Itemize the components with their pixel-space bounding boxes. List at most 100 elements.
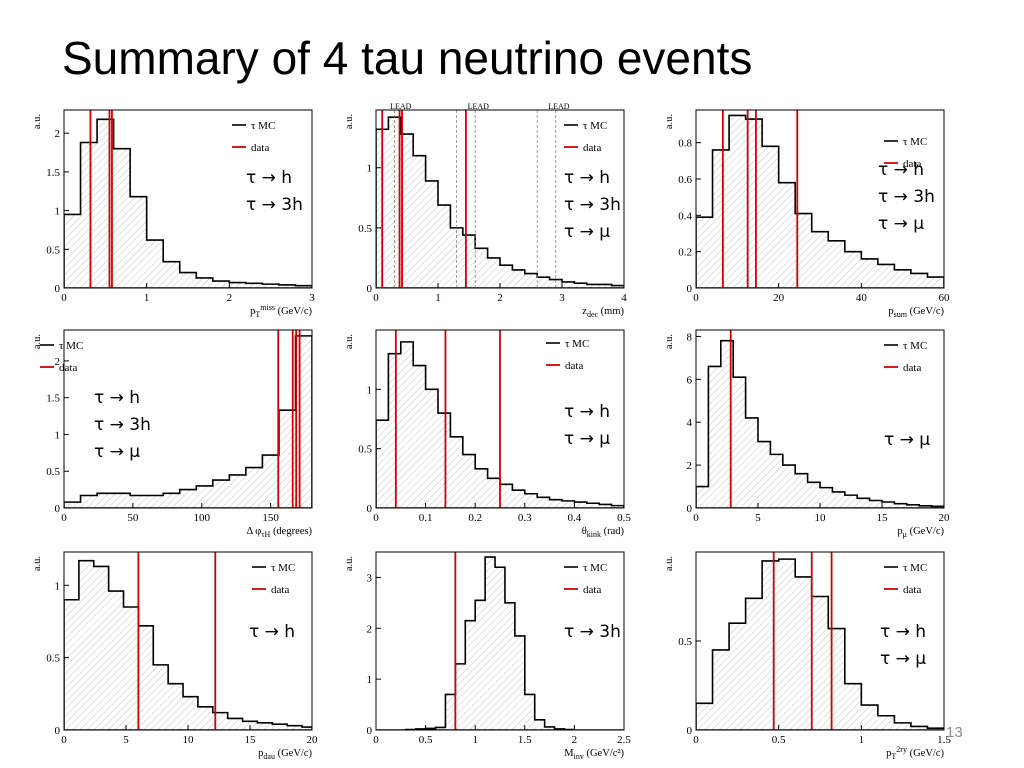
y-tick-label: 2 bbox=[687, 460, 693, 472]
mc-histogram-outline bbox=[696, 114, 944, 288]
y-tick-label: 1.5 bbox=[46, 393, 60, 405]
y-tick-label: 0.5 bbox=[46, 244, 60, 256]
x-tick-label: 20 bbox=[773, 292, 785, 304]
legend: τ MC data bbox=[232, 120, 275, 154]
decay-mode-label: τ → h bbox=[94, 388, 140, 408]
histogram-minv: 0 0.5 1 1.5 2 2.5 0 1 2 3 Minv (GeV/c²) a.u. τ MC dat… bbox=[336, 545, 636, 761]
x-axis-label: pμ (GeV/c) bbox=[897, 526, 944, 539]
histogram-plot-area bbox=[696, 110, 944, 288]
histogram-svg: 0 20 40 60 0 0.2 0.4 0.6 0.8 psum (GeV/c) a.u. τ MC… bbox=[664, 109, 950, 319]
y-tick-label: 0.4 bbox=[678, 210, 692, 222]
y-tick-label: 0 bbox=[687, 725, 693, 737]
y-tick-label: 0.5 bbox=[46, 466, 60, 478]
x-tick-label: 0.5 bbox=[617, 512, 631, 524]
x-tick-label: 2 bbox=[227, 292, 233, 304]
y-tick-label: 4 bbox=[687, 417, 693, 429]
x-tick-label: 0 bbox=[373, 512, 379, 524]
x-tick-label: 0 bbox=[373, 734, 379, 746]
x-tick-label: 0 bbox=[693, 734, 699, 746]
legend: τ MC data bbox=[884, 340, 927, 374]
x-tick-label: 0.4 bbox=[568, 512, 582, 524]
mc-hatch-fill bbox=[696, 340, 944, 508]
y-tick-label: 1.5 bbox=[46, 167, 60, 179]
x-tick-label: 3 bbox=[309, 292, 315, 304]
decay-mode-label: τ → 3h bbox=[564, 622, 621, 642]
legend-mc-label: τ MC bbox=[583, 120, 607, 132]
decay-mode-label: τ → μ bbox=[564, 222, 610, 242]
legend: τ MC data bbox=[252, 562, 295, 596]
histogram-svg: 0 0.5 1 1.5 0 0.5 pT2ry (GeV/c) a.u. τ MC data τ →… bbox=[664, 551, 951, 761]
legend-data-label: data bbox=[583, 584, 601, 596]
legend-data-label: data bbox=[271, 584, 289, 596]
legend-mc-label: τ MC bbox=[903, 562, 927, 574]
x-tick-label: 15 bbox=[245, 734, 257, 746]
y-axis-label: a.u. bbox=[664, 556, 675, 571]
y-tick-label: 1 bbox=[367, 163, 373, 175]
y-tick-label: 0 bbox=[367, 725, 373, 737]
y-tick-label: 0.5 bbox=[678, 636, 692, 648]
legend-data-label: data bbox=[583, 142, 601, 154]
legend-mc-label: τ MC bbox=[903, 340, 927, 352]
decay-mode-label: τ → h bbox=[878, 160, 924, 180]
histogram-plot-area bbox=[64, 110, 312, 288]
histogram-plot-area bbox=[696, 330, 944, 508]
y-tick-label: 8 bbox=[687, 331, 693, 343]
mc-histogram-outline bbox=[696, 558, 944, 730]
legend-data-label: data bbox=[565, 360, 583, 372]
histogram-svg: 0 1 2 3 4 0 0.5 1 zdec (mm) a.u. LEAD LEAD LEAD τ MC d… bbox=[344, 102, 627, 319]
y-tick-label: 0.5 bbox=[46, 653, 60, 665]
x-tick-label: 0 bbox=[61, 734, 67, 746]
mc-hatch-fill bbox=[64, 119, 312, 288]
x-tick-label: 100 bbox=[194, 512, 211, 524]
y-axis-label: a.u. bbox=[32, 556, 43, 571]
x-tick-label: 5 bbox=[123, 734, 129, 746]
decay-mode-label: τ → 3h bbox=[564, 195, 621, 215]
y-axis-label: a.u. bbox=[344, 556, 355, 571]
decay-mode-label: τ → h bbox=[564, 168, 610, 188]
mc-hatch-fill bbox=[64, 560, 312, 730]
y-tick-label: 2 bbox=[55, 356, 61, 368]
histogram-plot-area bbox=[64, 552, 312, 730]
plot-frame bbox=[63, 329, 313, 509]
decay-mode-label: τ → h bbox=[246, 168, 292, 188]
x-tick-label: 2 bbox=[497, 292, 503, 304]
x-axis-label: zdec (mm) bbox=[582, 306, 624, 319]
x-tick-label: 4 bbox=[621, 292, 627, 304]
mc-hatch-fill bbox=[376, 341, 624, 508]
y-tick-label: 0 bbox=[55, 283, 61, 295]
x-axis-label: pTmiss (GeV/c) bbox=[250, 303, 312, 319]
mc-hatch-fill bbox=[696, 115, 944, 288]
lead-marker-label: LEAD bbox=[548, 102, 570, 111]
legend-data-label: data bbox=[903, 158, 921, 170]
x-tick-label: 1 bbox=[144, 292, 150, 304]
slide-title: Summary of 4 tau neutrino events bbox=[62, 32, 753, 84]
y-tick-label: 1 bbox=[55, 429, 61, 441]
histogram-svg: 0 0.5 1 1.5 2 2.5 0 1 2 3 Minv (GeV/c²) a.u. τ MC dat… bbox=[344, 551, 631, 761]
histogram-svg: 0 0.1 0.2 0.3 0.4 0.5 0 0.5 1 θkink (rad) a.u. τ MC… bbox=[344, 329, 631, 539]
histogram-plot-area bbox=[376, 330, 624, 508]
x-tick-label: 0 bbox=[693, 292, 699, 304]
mc-hatch-fill bbox=[376, 117, 624, 288]
legend: τ MC data bbox=[564, 562, 607, 596]
histogram-theta-kink: 0 0.1 0.2 0.3 0.4 0.5 0 0.5 1 θkink (rad) a.u. τ MC… bbox=[336, 323, 636, 539]
y-tick-label: 0.8 bbox=[678, 138, 692, 150]
y-tick-label: 0.2 bbox=[678, 247, 692, 259]
x-tick-label: 1 bbox=[435, 292, 441, 304]
y-tick-label: 3 bbox=[367, 572, 373, 584]
x-tick-label: 5 bbox=[755, 512, 761, 524]
plot-frame bbox=[63, 109, 313, 289]
y-axis-label: a.u. bbox=[664, 114, 675, 129]
mc-histogram-outline bbox=[376, 116, 624, 288]
legend-data-label: data bbox=[59, 362, 77, 374]
decay-mode-label: τ → 3h bbox=[246, 195, 303, 215]
legend-mc-label: τ MC bbox=[565, 338, 589, 350]
x-axis-label: pdau (GeV/c) bbox=[258, 748, 312, 761]
x-axis-label: psum (GeV/c) bbox=[888, 306, 944, 319]
decay-mode-label: τ → h bbox=[564, 402, 610, 422]
plot-frame bbox=[695, 109, 945, 289]
x-tick-label: 10 bbox=[183, 734, 195, 746]
y-tick-label: 0 bbox=[367, 503, 373, 515]
decay-mode-label: τ → 3h bbox=[878, 187, 935, 207]
x-tick-label: 1.5 bbox=[518, 734, 532, 746]
